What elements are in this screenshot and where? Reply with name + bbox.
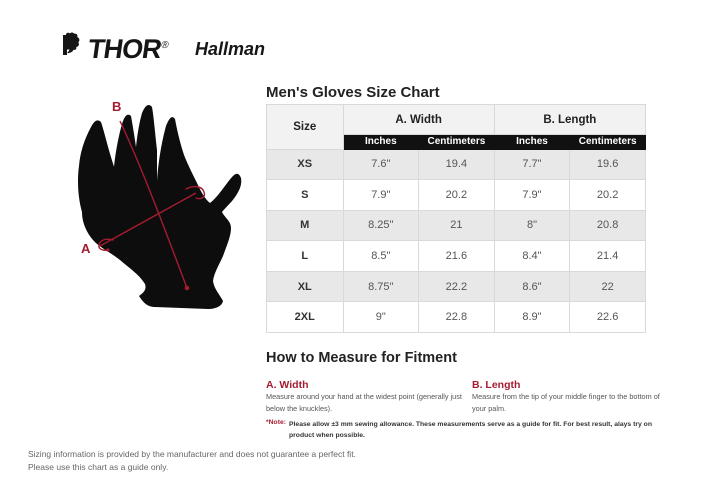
svg-text:A: A bbox=[81, 241, 91, 256]
svg-text:B: B bbox=[112, 99, 121, 114]
